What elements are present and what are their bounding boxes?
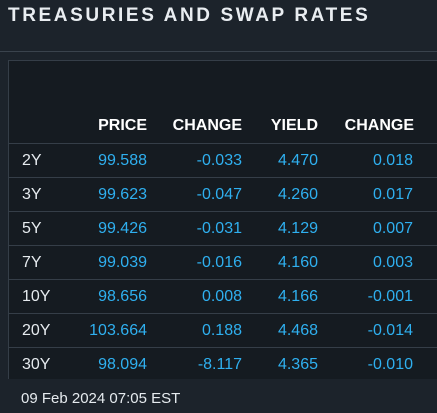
tenor-cell: 2Y xyxy=(22,152,42,169)
tenor-cell: 20Y xyxy=(22,322,51,339)
price-change-cell: -0.047 xyxy=(196,186,242,203)
yield-change-cell: 0.007 xyxy=(372,220,413,237)
header-price-change[interactable]: CHANGE xyxy=(172,117,242,134)
price-change-cell: -0.031 xyxy=(196,220,242,237)
yield-cell: 4.160 xyxy=(277,254,318,271)
yield-change-cell: -0.001 xyxy=(367,288,413,305)
table-row[interactable]: 7Y 99.039 -0.016 4.160 0.003 xyxy=(9,246,437,280)
tenor-cell: 5Y xyxy=(22,220,42,237)
price-change-cell: 0.008 xyxy=(201,288,242,305)
table-row[interactable]: 10Y 98.656 0.008 4.166 -0.001 xyxy=(9,280,437,314)
yield-change-cell: -0.010 xyxy=(367,356,413,373)
yield-cell: 4.166 xyxy=(277,288,318,305)
yield-cell: 4.260 xyxy=(277,186,318,203)
yield-change-cell: -0.014 xyxy=(367,322,413,339)
price-cell: 99.039 xyxy=(98,254,147,271)
price-change-cell: 0.188 xyxy=(201,322,242,339)
price-cell: 99.623 xyxy=(98,186,147,203)
tenor-cell: 3Y xyxy=(22,186,42,203)
timestamp: 09 Feb 2024 07:05 EST xyxy=(21,390,181,407)
table-header: PRICE CHANGE YIELD CHANGE xyxy=(9,61,437,144)
yield-change-cell: 0.018 xyxy=(372,152,413,169)
price-cell: 98.094 xyxy=(98,356,147,373)
header-yield-change[interactable]: CHANGE xyxy=(344,117,414,134)
price-change-cell: -8.117 xyxy=(197,356,242,373)
table-row[interactable]: 30Y 98.094 -8.117 4.365 -0.010 xyxy=(9,348,437,381)
price-cell: 98.656 xyxy=(98,288,147,305)
tenor-cell: 10Y xyxy=(22,288,51,305)
yield-change-cell: 0.003 xyxy=(372,254,413,271)
table-row[interactable]: 20Y 103.664 0.188 4.468 -0.014 xyxy=(9,314,437,348)
header-price[interactable]: PRICE xyxy=(98,117,147,134)
price-cell: 99.588 xyxy=(98,152,147,169)
price-cell: 103.664 xyxy=(89,322,147,339)
price-change-cell: -0.033 xyxy=(196,152,242,169)
title-divider xyxy=(0,51,437,52)
yield-cell: 4.468 xyxy=(277,322,318,339)
widget-title: TREASURIES AND SWAP RATES xyxy=(8,5,371,26)
yield-cell: 4.470 xyxy=(277,152,318,169)
yield-change-cell: 0.017 xyxy=(372,186,413,203)
yield-cell: 4.365 xyxy=(277,356,318,373)
yield-cell: 4.129 xyxy=(277,220,318,237)
table-row[interactable]: 3Y 99.623 -0.047 4.260 0.017 xyxy=(9,178,437,212)
tenor-cell: 7Y xyxy=(22,254,42,271)
rates-table: PRICE CHANGE YIELD CHANGE 2Y 99.588 -0.0… xyxy=(8,60,437,379)
tenor-cell: 30Y xyxy=(22,356,51,373)
table-row[interactable]: 5Y 99.426 -0.031 4.129 0.007 xyxy=(9,212,437,246)
header-yield[interactable]: YIELD xyxy=(270,117,318,134)
price-cell: 99.426 xyxy=(98,220,147,237)
table-row[interactable]: 2Y 99.588 -0.033 4.470 0.018 xyxy=(9,144,437,178)
price-change-cell: -0.016 xyxy=(196,254,242,271)
